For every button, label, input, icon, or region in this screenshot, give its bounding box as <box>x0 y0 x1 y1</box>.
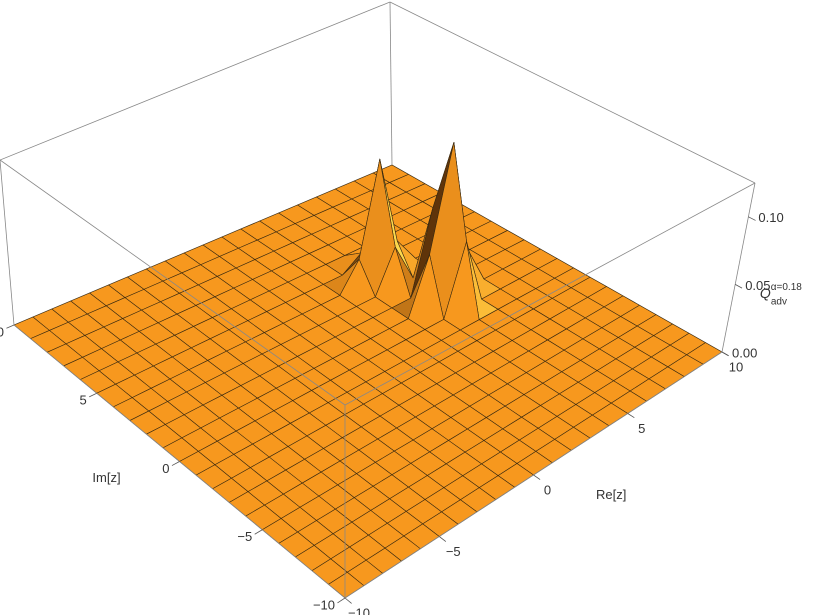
z-label-base: Q <box>760 285 771 301</box>
x-tick-label: −5 <box>446 544 461 559</box>
z-tick <box>748 216 756 221</box>
box-edge <box>0 159 346 406</box>
x-tick-label: 5 <box>638 421 645 436</box>
y-tick <box>6 324 15 329</box>
y-tick <box>337 597 346 604</box>
y-tick-label: −10 <box>313 597 335 612</box>
y-tick <box>171 461 180 466</box>
z-tick <box>735 284 743 289</box>
y-tick <box>89 392 97 398</box>
box-edge <box>389 1 756 184</box>
x-tick <box>344 597 352 604</box>
x-tick-label: −10 <box>348 605 370 615</box>
z-label-sup: α=0.18 <box>771 282 803 293</box>
y-axis-label: Im[z] <box>92 470 120 485</box>
y-tick-label: 0 <box>162 461 169 476</box>
x-tick <box>439 536 447 542</box>
x-tick-label: 0 <box>544 482 551 497</box>
box-edge <box>389 1 393 166</box>
z-tick-label: 0.10 <box>758 210 783 225</box>
x-tick-label: 10 <box>729 359 743 374</box>
z-tick <box>721 351 729 357</box>
x-tick <box>533 474 541 480</box>
x-tick <box>627 413 635 419</box>
z-tick-label: 0.05 <box>745 278 770 293</box>
surface <box>13 141 723 599</box>
y-tick-label: −5 <box>237 529 252 544</box>
y-tick <box>254 529 263 535</box>
z-label-sub: adv <box>771 297 787 308</box>
box-edge <box>0 159 15 326</box>
z-tick-label: 0.00 <box>732 345 757 360</box>
box-front <box>0 1 756 604</box>
box-edge <box>0 1 391 161</box>
x-axis-label: Re[z] <box>596 487 626 502</box>
y-tick-label: 5 <box>80 393 87 408</box>
z-axis-label: Qα=0.18 <box>760 282 802 301</box>
box-edge <box>721 182 756 353</box>
box-edge <box>344 182 756 406</box>
y-tick-label: 10 <box>0 324 4 339</box>
